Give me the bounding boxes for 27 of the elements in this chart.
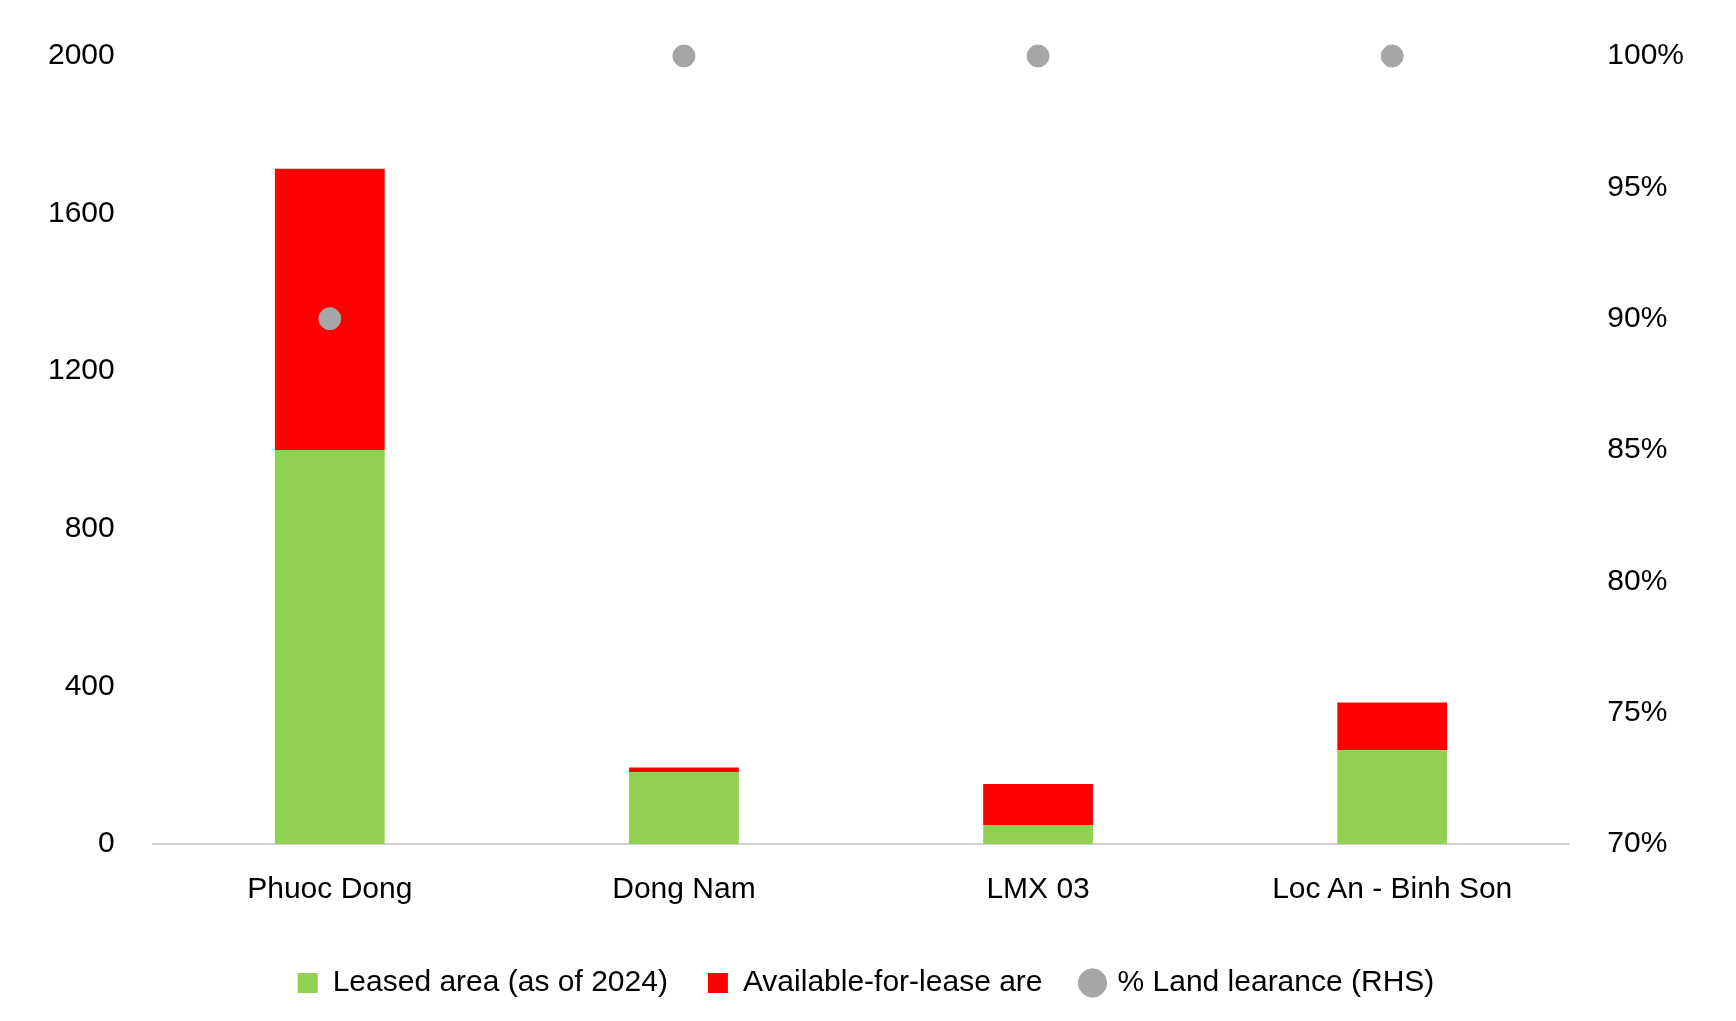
y2-tick-label: 100% (1607, 37, 1685, 71)
y2-tick-label: 85% (1607, 431, 1668, 465)
bar (983, 825, 1093, 844)
x-tick-label: LMX 03 (986, 871, 1090, 905)
x-tick-label: Loc An - Binh Son (1272, 871, 1513, 905)
bar (1337, 702, 1448, 751)
legend-label: Available-for-lease are (742, 964, 1043, 998)
y2-tick-label: 95% (1607, 168, 1668, 202)
legend-label: % Land learance (RHS) (1117, 964, 1435, 998)
y2-tick-label: 70% (1607, 825, 1668, 859)
y-tick-label: 1200 (47, 352, 115, 386)
y2-tick-label: 90% (1607, 299, 1668, 333)
y-tick-label: 400 (64, 667, 115, 701)
bar (274, 450, 385, 844)
bar (1337, 750, 1448, 844)
legend-label: Leased area (as of 2024) (332, 964, 668, 998)
bar (983, 784, 1093, 826)
y-tick-label: 800 (64, 510, 115, 544)
x-tick-label: Phuoc Dong (247, 871, 413, 905)
bar (629, 772, 739, 844)
y-tick-label: 0 (98, 825, 115, 859)
y2-tick-label: 80% (1607, 562, 1668, 596)
y-tick-label: 1600 (47, 194, 115, 228)
y-tick-label: 2000 (47, 37, 115, 71)
bar (274, 168, 385, 450)
x-tick-label: Dong Nam (612, 871, 756, 905)
y2-tick-label: 75% (1607, 693, 1668, 727)
